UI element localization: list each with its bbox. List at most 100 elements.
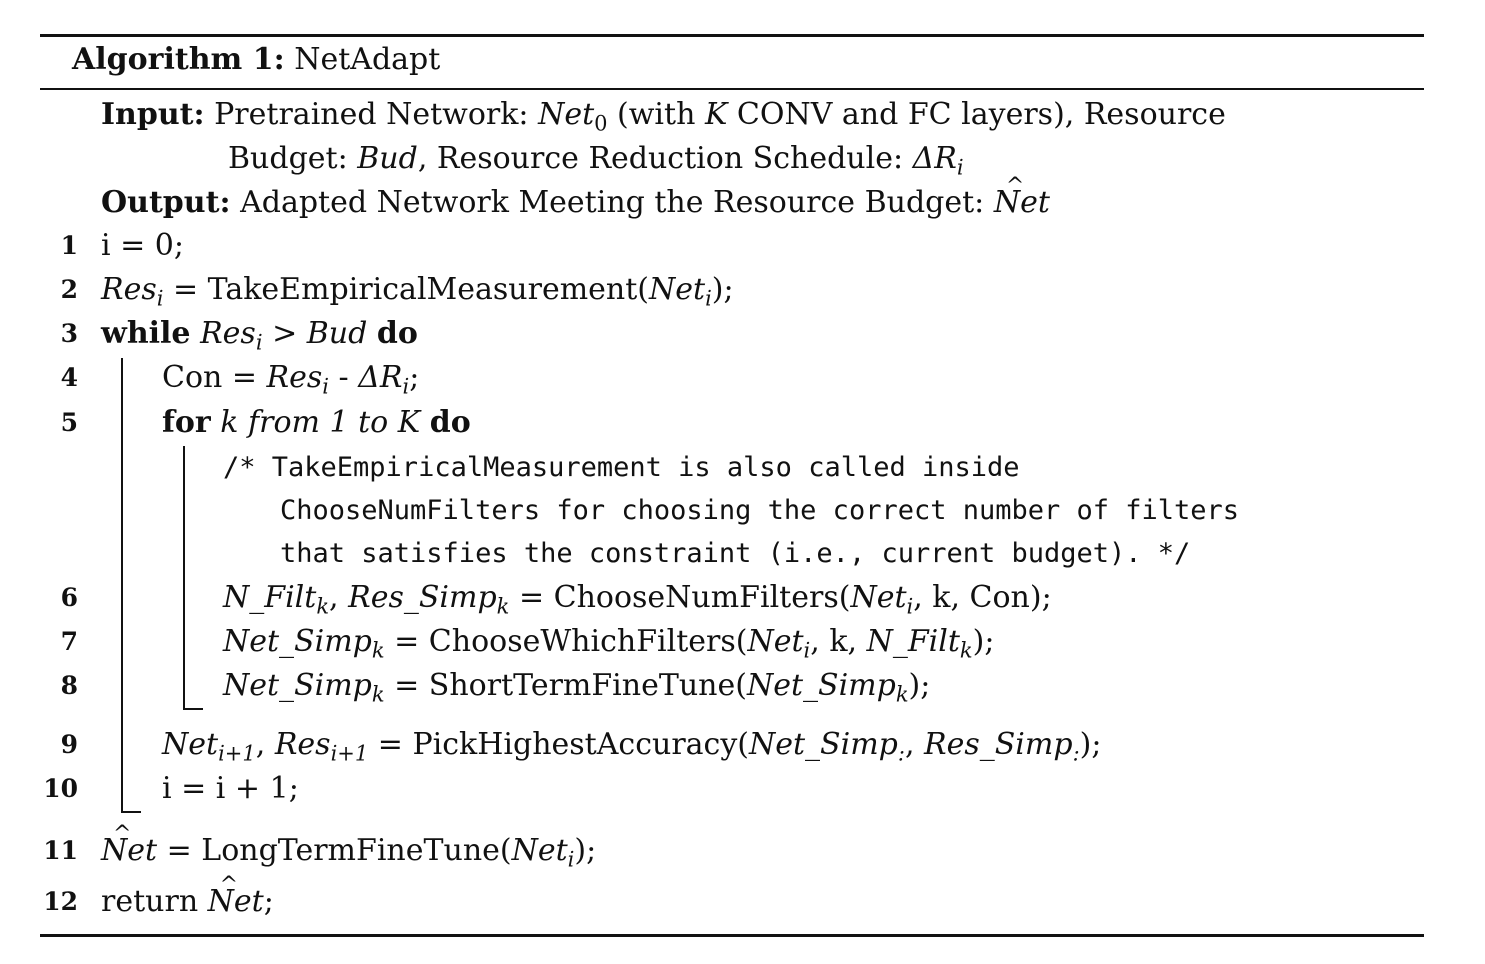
output-text: Adapted Network Meeting the Resource Bud…: [240, 185, 994, 220]
code-sub: i: [705, 286, 712, 311]
code-text: );: [1079, 727, 1102, 762]
input-delta-r: ΔR: [912, 141, 957, 176]
line-number: 11: [43, 836, 78, 865]
net-hat: Net: [208, 866, 264, 922]
code-sub: :: [897, 741, 905, 766]
code-sub: k: [959, 638, 973, 663]
code-sub: k: [316, 594, 330, 619]
input-delta-r-sub: i: [956, 155, 964, 180]
input-line-2: Budget: Bud, Resource Reduction Schedule…: [228, 139, 964, 179]
comment-line-2: ChooseNumFilters for choosing the correc…: [280, 489, 1239, 532]
code-line-10: i = i + 1;: [162, 769, 299, 809]
input-text: Budget:: [228, 141, 358, 176]
line-number: 5: [60, 408, 78, 437]
code-text: Con =: [162, 360, 267, 395]
code-text: = LongTermFineTune(: [157, 833, 512, 868]
bottom-rule: [40, 934, 1424, 937]
for-block-foot: [183, 708, 203, 710]
code-text: , k, Con);: [913, 580, 1052, 615]
line-number: 7: [60, 627, 78, 656]
code-var: Net_Simp: [223, 668, 372, 703]
code-line-1: i = 0;: [101, 226, 184, 266]
for-block-bar: [183, 446, 185, 710]
code-text: >: [262, 316, 307, 351]
code-text: );: [711, 272, 734, 307]
code-line-2: Resi = TakeEmpiricalMeasurement(Neti);: [101, 270, 734, 310]
input-net-sub: 0: [594, 111, 608, 136]
code-line-6: N_Filtk, Res_Simpk = ChooseNumFilters(Ne…: [223, 578, 1052, 618]
line-number: 3: [60, 319, 78, 348]
code-var: Net_Simp: [746, 668, 896, 703]
code-sub: k: [371, 638, 385, 663]
code-var: Net: [850, 580, 907, 615]
code-line-11: Net = LongTermFineTune(Neti);: [101, 815, 597, 872]
code-var: Res: [266, 360, 323, 395]
code-sub: i: [402, 374, 410, 399]
code-var: Net: [162, 727, 219, 762]
line-number: 4: [60, 363, 78, 392]
input-line-1: Input: Pretrained Network: Net0 (with K …: [101, 95, 1226, 135]
code-line-7: Net_Simpk = ChooseWhichFilters(Neti, k, …: [223, 622, 994, 662]
code-var: Res_Simp: [348, 580, 497, 615]
code-line-9: Neti+1, Resi+1 = PickHighestAccuracy(Net…: [162, 725, 1101, 765]
code-sub: k: [895, 682, 909, 707]
comment-line-1: /* TakeEmpiricalMeasurement is also call…: [223, 446, 1020, 489]
code-text: = ChooseWhichFilters(: [384, 624, 748, 659]
line-number: 6: [60, 583, 78, 612]
code-line-5: for k from 1 to K do: [162, 403, 471, 443]
code-text: = ChooseNumFilters(: [509, 580, 851, 615]
output-line: Output: Adapted Network Meeting the Reso…: [101, 167, 1050, 223]
code-text: );: [574, 833, 597, 868]
input-label: Input:: [101, 97, 205, 132]
line-number: 9: [60, 730, 78, 759]
code-sub: i: [567, 847, 575, 872]
comment-text: /* TakeEmpiricalMeasurement is also call…: [223, 452, 1020, 483]
code-var: Net: [747, 624, 804, 659]
while-block-foot: [121, 811, 141, 813]
line-number: 8: [60, 671, 78, 700]
code-text: );: [908, 668, 931, 703]
code-line-4: Con = Resi - ΔRi;: [162, 358, 419, 398]
code-sub: i: [906, 594, 914, 619]
input-text: CONV and FC layers), Resource: [727, 97, 1226, 132]
code-sub: i: [156, 286, 164, 311]
input-text: , Resource Reduction Schedule:: [417, 141, 913, 176]
code-text: );: [972, 624, 995, 659]
line-number: 12: [43, 887, 78, 916]
code-text: return: [101, 884, 208, 919]
code-text: ,: [255, 727, 275, 762]
output-net-hat: Net: [994, 167, 1050, 223]
code-text: ,: [329, 580, 349, 615]
input-bud: Bud: [357, 141, 418, 176]
code-sub: i+1: [330, 741, 369, 766]
while-block-bar: [121, 358, 123, 813]
keyword-do: do: [376, 316, 418, 351]
code-sub: i+1: [218, 741, 256, 766]
code-var: N_Filt: [223, 580, 317, 615]
line-number: 1: [60, 231, 78, 260]
code-line-12: return Net;: [101, 866, 274, 922]
code-text: = PickHighestAccuracy(: [368, 727, 749, 762]
code-var: Bud: [306, 316, 368, 351]
code-var: Net: [511, 833, 568, 868]
code-var: Net_Simp: [749, 727, 898, 762]
keyword-while: while: [101, 316, 191, 351]
code-text: = ShortTermFineTune(: [384, 668, 747, 703]
code-var: N_Filt: [866, 624, 960, 659]
code-var: k from 1 to K: [220, 405, 421, 440]
top-rule: [40, 34, 1424, 37]
code-var: ΔR: [358, 360, 403, 395]
code-sub: k: [496, 594, 510, 619]
code-text: ,: [904, 727, 925, 762]
code-text: i = i + 1;: [162, 771, 299, 806]
keyword-do: do: [429, 405, 471, 440]
code-text: = TakeEmpiricalMeasurement(: [163, 272, 649, 307]
net-hat: Net: [101, 815, 157, 871]
code-var: Res: [200, 316, 256, 351]
algorithm-name: NetAdapt: [294, 42, 441, 77]
code-sub: k: [371, 682, 385, 707]
code-sub: :: [1072, 741, 1080, 766]
input-net: Net: [538, 97, 595, 132]
algorithm-label: Algorithm 1:: [72, 42, 285, 77]
line-number: 2: [60, 275, 78, 304]
